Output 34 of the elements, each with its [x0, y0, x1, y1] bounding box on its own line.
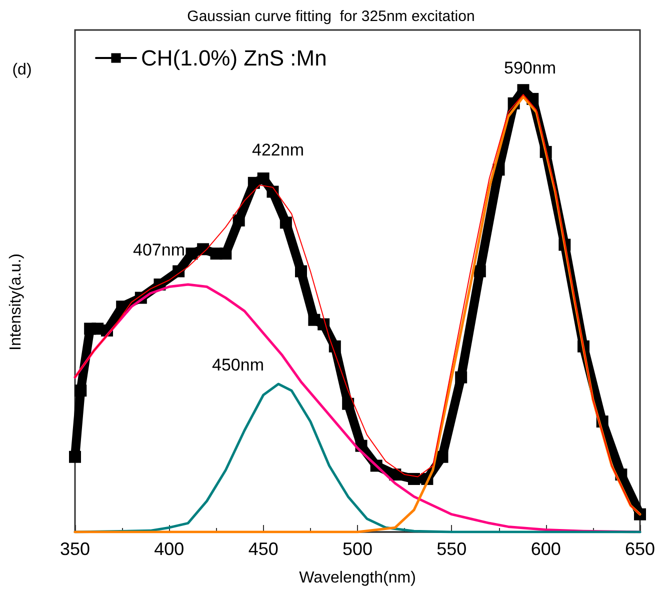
point [328, 340, 341, 352]
point [436, 450, 448, 463]
point [295, 265, 307, 278]
point [232, 214, 245, 226]
x-tick-label: 400 [154, 539, 184, 559]
point [116, 300, 128, 313]
y-axis-title: Intensity(a.u.) [8, 254, 24, 350]
chart-title: Gaussian curve fitting for 325nm excitation [187, 8, 475, 25]
x-axis-title: Wavelength(nm) [299, 570, 416, 586]
point [220, 248, 232, 260]
point [474, 265, 486, 278]
x-tick-label: 350 [60, 539, 90, 559]
point [455, 371, 468, 384]
annotation: 407nm [133, 240, 185, 260]
point [280, 216, 292, 229]
x-tick-label: 600 [530, 539, 561, 559]
x-tick-label: 450 [248, 539, 278, 559]
legend-label: CH(1.0%) ZnS :Mn [141, 46, 327, 70]
text: (d) [12, 62, 32, 78]
point [408, 472, 420, 485]
x-tick-label: 550 [436, 539, 467, 559]
point [342, 398, 354, 410]
x-tick-label: 650 [624, 539, 656, 559]
annotation: 422nm [252, 140, 304, 160]
x-tick-label: 500 [342, 539, 373, 559]
point [172, 265, 185, 278]
point [69, 450, 81, 463]
point [74, 384, 87, 397]
point [257, 172, 270, 184]
point [197, 243, 210, 256]
point [186, 248, 198, 260]
annotation: 450nm [212, 356, 264, 374]
text: 590nm [504, 58, 556, 78]
point [318, 318, 330, 330]
